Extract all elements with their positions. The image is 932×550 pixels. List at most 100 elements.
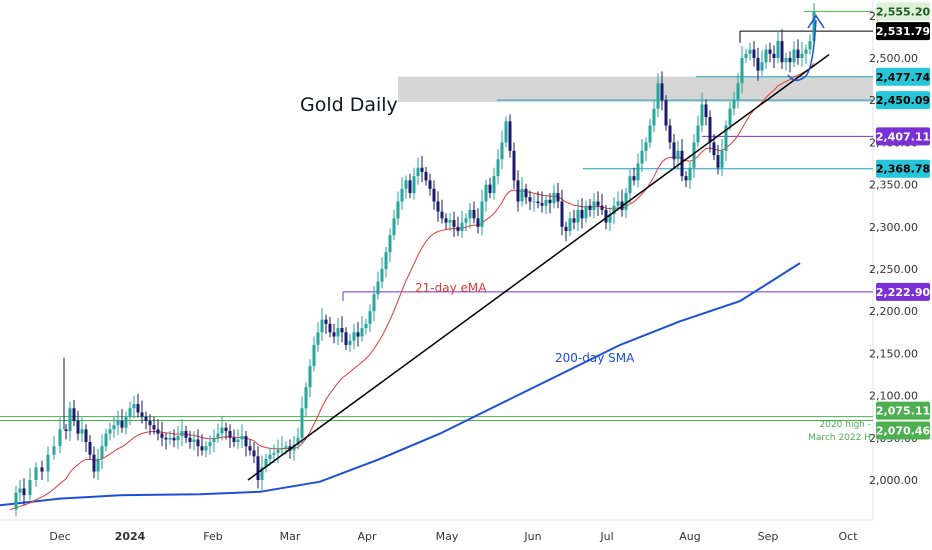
resistance-zone [398, 76, 873, 102]
candle-body [124, 416, 128, 428]
candle-body [396, 201, 400, 219]
candle-body [296, 437, 300, 445]
candle-body [284, 446, 288, 448]
candle-body [784, 58, 788, 63]
candle-body [276, 449, 280, 453]
candle-body [712, 142, 716, 156]
price-badge-label: 2,407.11 [876, 130, 930, 143]
candle-body [384, 252, 388, 269]
candle-body [400, 188, 404, 202]
candle-body [504, 121, 508, 143]
candle-body [212, 437, 216, 443]
candle-body [324, 319, 328, 324]
candle-body [332, 332, 336, 337]
candle-body [168, 437, 172, 440]
candle-body [648, 125, 652, 143]
x-tick-label: Mar [280, 530, 301, 543]
candle-body [764, 49, 768, 63]
candle-body [120, 420, 124, 428]
candle-body [568, 218, 572, 232]
candle-body [812, 11, 816, 42]
x-tick-label: Oct [838, 530, 858, 543]
candle-body [204, 446, 208, 451]
candle-body [424, 171, 428, 181]
candle-body [708, 117, 712, 143]
candle-body [404, 180, 408, 189]
candle-body [192, 439, 196, 443]
y-tick-label: 2,250.00 [869, 263, 918, 276]
candle-body [104, 433, 108, 447]
candle-body [252, 450, 256, 457]
candle-body [556, 193, 560, 202]
candle-body [312, 344, 316, 367]
candle-body [200, 446, 204, 451]
candle-body [724, 125, 728, 151]
candle-body [84, 429, 88, 443]
candle-body [108, 429, 112, 434]
candle-body [500, 142, 504, 160]
candle-body [380, 269, 384, 282]
candle-body [572, 218, 576, 223]
candle-body [280, 447, 284, 450]
candle-body [308, 366, 312, 388]
candle-body [768, 49, 772, 54]
candle-body [28, 480, 32, 496]
candle-body [236, 439, 240, 443]
candle-body [608, 214, 612, 223]
candle-body [264, 458, 268, 468]
candle-body [740, 58, 744, 84]
candle-body [336, 328, 340, 337]
candle-body [152, 425, 156, 430]
candle-body [416, 167, 420, 177]
price-badge-label: 2,368.78 [876, 163, 930, 176]
candle-body [180, 431, 184, 437]
x-tick-label: May [436, 530, 459, 543]
candle-body [228, 431, 232, 438]
candle-body [772, 53, 776, 58]
candle-body [132, 404, 136, 409]
trendline [247, 54, 830, 481]
price-badge-label: 2,555.20 [876, 5, 931, 18]
candle-body [588, 205, 592, 210]
price-badges: 2,555.20 2,531.79 2,477.74 2,450.09 2,407.11… [876, 2, 931, 440]
candle-body [46, 454, 50, 472]
candle-body [184, 431, 188, 438]
candle-body [488, 184, 492, 194]
x-tick-label: Jul [599, 530, 613, 543]
candle-body [444, 218, 448, 223]
candle-body [272, 452, 276, 455]
candle-body [628, 176, 632, 194]
candle-body [68, 408, 72, 432]
candle-body [440, 211, 444, 219]
candle-body [696, 125, 700, 143]
y-tick-label: 2,500.00 [869, 52, 918, 65]
candle-body [596, 201, 600, 206]
y-tick-label: 2,150.00 [869, 347, 918, 360]
candle-body [636, 163, 640, 181]
sma-label: 200-day SMA [555, 351, 635, 365]
candle-body [88, 442, 92, 455]
candle-body [34, 467, 38, 480]
candle-body [100, 446, 104, 459]
x-tick-label: Aug [679, 530, 700, 543]
candle-body [688, 167, 692, 181]
candle-body [776, 41, 780, 58]
x-tick-label: Sep [758, 530, 779, 543]
candle-body [160, 433, 164, 438]
candle-body [656, 83, 660, 109]
candle-body [80, 429, 84, 434]
candle-body [408, 180, 412, 194]
candle-body [552, 193, 556, 204]
ema-label: 21-day eMA [415, 281, 487, 295]
price-badge-bg [876, 22, 930, 41]
candle-body [40, 467, 44, 472]
candle-body [196, 439, 200, 447]
candle-body [652, 108, 656, 126]
candle-body [692, 142, 696, 168]
price-badge-label: 2,222.90 [876, 286, 931, 299]
x-tick-label: Dec [49, 530, 70, 543]
candle-body [584, 205, 588, 219]
y-tick-label: 2,300.00 [869, 221, 918, 234]
candle-body [436, 201, 440, 212]
candle-body [752, 49, 756, 58]
